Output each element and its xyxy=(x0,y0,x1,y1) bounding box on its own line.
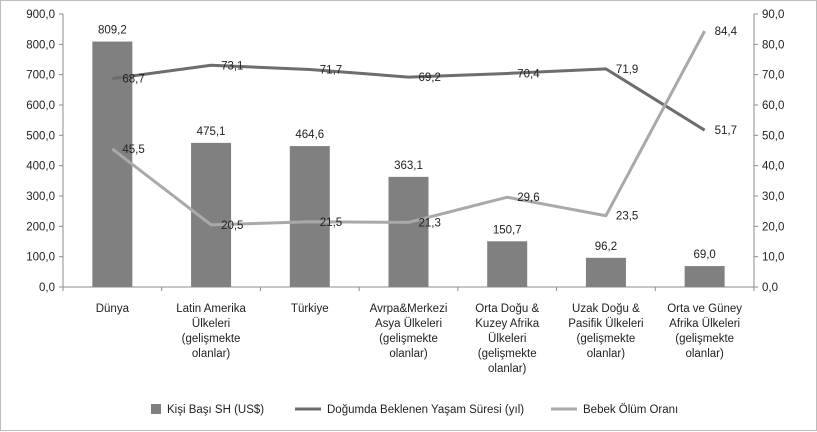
y-left-tick-label: 500,0 xyxy=(26,130,55,142)
x-category-label-line: Orta ve Güney xyxy=(667,303,742,315)
life-expectancy-data-label: 71,9 xyxy=(616,64,638,76)
y-left-tick-label: 800,0 xyxy=(26,39,55,51)
x-category-label: Türkiye xyxy=(291,303,329,315)
bar xyxy=(487,241,528,287)
y-right-tick-label: 60,0 xyxy=(762,100,784,112)
life-expectancy-data-label: 73,1 xyxy=(221,60,243,72)
y-left-tick-label: 200,0 xyxy=(26,221,55,233)
y-right-tick-label: 40,0 xyxy=(762,161,784,173)
x-category-label: Avrpa&Merkezi Asya Ülkeleri (gelişmekte ola… xyxy=(370,303,448,360)
x-category-label-line: olanlar) xyxy=(685,348,724,360)
x-category-label-line: Asya Ülkeleri xyxy=(375,318,442,330)
x-category-label-line: (gelişmekte xyxy=(478,348,537,360)
infant-mortality-line xyxy=(111,30,706,227)
x-category-label-line: Uzak Doğu & xyxy=(572,303,640,315)
x-category-label-line: Ülkeleri xyxy=(192,318,230,330)
x-category-label-line: Orta Doğu & xyxy=(475,303,539,315)
life-expectancy-data-label: 68,7 xyxy=(122,74,144,86)
y-right-tick-label: 0,0 xyxy=(762,282,778,294)
x-category-label-line: Dünya xyxy=(96,303,130,315)
infant-mortality-data-label: 20,5 xyxy=(221,220,243,232)
x-category-label: Latin Amerika Ülkeleri (gelişmekte olanlar) xyxy=(176,303,246,360)
x-category-label-line: (gelişmekte xyxy=(675,333,734,345)
y-left-tick-label: 600,0 xyxy=(26,100,55,112)
x-category-label: Dünya xyxy=(96,303,130,315)
y-left-tick-label: 300,0 xyxy=(26,191,55,203)
infant-mortality-data-label: 21,3 xyxy=(419,217,441,229)
infant-mortality-data-label: 21,5 xyxy=(320,217,342,229)
x-category-label-line: Kuzey Afrika xyxy=(475,318,540,330)
y-left-tick-label: 400,0 xyxy=(26,161,55,173)
x-category-label-line: olanlar) xyxy=(587,348,626,360)
x-category-label-line: (gelişmekte xyxy=(577,333,636,345)
infant-mortality-data-label: 29,6 xyxy=(517,192,539,204)
life-expectancy-data-label: 51,7 xyxy=(715,125,737,137)
bar xyxy=(388,176,429,287)
x-category-label-line: Ülkeleri xyxy=(488,333,526,345)
bar-data-label: 464,6 xyxy=(295,129,324,141)
bar-data-label: 96,2 xyxy=(595,241,617,253)
y-right-tick-label: 50,0 xyxy=(762,130,784,142)
bar xyxy=(684,266,725,287)
legend-label: Doğumda Beklenen Yaşam Süresi (yıl) xyxy=(327,404,524,416)
x-category-label-line: olanlar) xyxy=(488,363,527,375)
bar xyxy=(289,146,330,287)
bar-data-label: 69,0 xyxy=(693,249,715,261)
y-right-tick-label: 70,0 xyxy=(762,70,784,82)
x-category-label: Orta Doğu & Kuzey Afrika Ülkeleri (gelişmek… xyxy=(475,303,540,375)
bar xyxy=(585,257,626,287)
y-left-tick-label: 700,0 xyxy=(26,70,55,82)
x-category-label-line: Türkiye xyxy=(291,303,329,315)
x-category-label-line: Afrika Ülkeleri xyxy=(669,318,740,330)
x-category-label-line: Avrpa&Merkezi xyxy=(370,303,448,315)
life-expectancy-data-label: 69,2 xyxy=(419,72,441,84)
x-category-label-line: olanlar) xyxy=(192,348,231,360)
y-right-tick-label: 80,0 xyxy=(762,39,784,51)
y-right-tick-label: 10,0 xyxy=(762,252,784,264)
y-right-tick-label: 20,0 xyxy=(762,221,784,233)
x-category-label-line: olanlar) xyxy=(389,348,428,360)
infant-mortality-data-label: 23,5 xyxy=(616,211,638,223)
life-expectancy-line xyxy=(112,63,706,132)
bar-data-label: 150,7 xyxy=(493,224,522,236)
legend-label: Kişi Başı SH (US$) xyxy=(167,404,264,416)
infant-mortality-data-label: 45,5 xyxy=(122,144,144,156)
x-category-label-line: (gelişmekte xyxy=(182,333,241,345)
legend-label: Bebek Ölüm Oranı xyxy=(583,404,678,416)
y-right-tick-label: 90,0 xyxy=(762,9,784,21)
legend-swatch-bar xyxy=(151,404,161,414)
bar xyxy=(92,41,133,288)
x-category-label-line: Pasifik Ülkeleri xyxy=(568,318,643,330)
y-left-tick-label: 0,0 xyxy=(39,282,55,294)
x-category-label: Orta ve Güney Afrika Ülkeleri (gelişmekte o… xyxy=(667,303,742,360)
x-category-label: Uzak Doğu & Pasifik Ülkeleri (gelişmekte ol… xyxy=(568,303,643,360)
x-category-label-line: Latin Amerika xyxy=(176,303,246,315)
life-expectancy-data-label: 70,4 xyxy=(517,68,540,80)
x-category-label-line: (gelişmekte xyxy=(379,333,438,345)
infant-mortality-data-label: 84,4 xyxy=(715,26,738,38)
y-left-tick-label: 100,0 xyxy=(26,252,55,264)
y-left-tick-label: 900,0 xyxy=(26,9,55,21)
bar-data-label: 363,1 xyxy=(394,160,423,172)
life-expectancy-data-label: 71,7 xyxy=(320,65,342,77)
y-right-tick-label: 30,0 xyxy=(762,191,784,203)
bar-data-label: 809,2 xyxy=(98,25,127,37)
bar-data-label: 475,1 xyxy=(197,126,226,138)
